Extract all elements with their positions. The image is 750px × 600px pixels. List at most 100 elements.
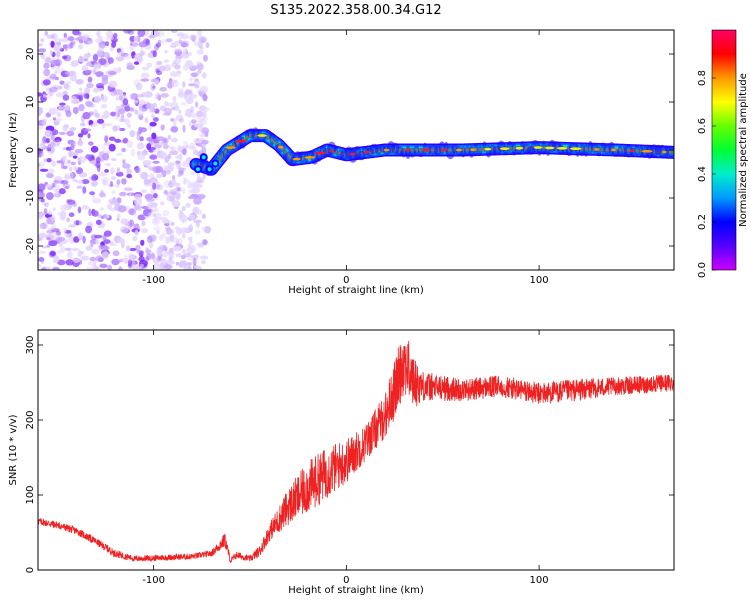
noise-blob bbox=[138, 103, 143, 111]
noise-blob bbox=[196, 70, 202, 74]
noise-blob bbox=[142, 208, 152, 217]
noise-blob bbox=[89, 191, 95, 196]
noise-blob bbox=[62, 155, 67, 162]
noise-blob bbox=[134, 61, 139, 65]
noise-blob bbox=[95, 255, 103, 262]
noise-blob bbox=[110, 111, 117, 117]
noise-blob bbox=[150, 252, 156, 260]
noise-blob bbox=[133, 223, 140, 229]
noise-blob bbox=[171, 179, 176, 185]
track-fringe bbox=[327, 141, 337, 156]
noise-blob bbox=[126, 112, 132, 118]
noise-blob bbox=[189, 77, 193, 82]
noise-blob bbox=[188, 236, 193, 241]
noise-blob bbox=[54, 69, 58, 75]
noise-blob bbox=[152, 166, 161, 174]
signal-blob-core bbox=[195, 167, 200, 172]
noise-blob bbox=[43, 68, 51, 77]
noise-blob bbox=[78, 103, 85, 112]
noise-blob bbox=[43, 202, 49, 208]
noise-blob bbox=[188, 224, 194, 233]
noise-blob bbox=[38, 213, 42, 218]
noise-blob bbox=[171, 30, 178, 34]
noise-blob bbox=[134, 167, 142, 173]
noise-blob bbox=[78, 171, 88, 178]
noise-blob bbox=[132, 235, 138, 242]
noise-blob bbox=[85, 62, 92, 67]
noise-blob bbox=[188, 214, 196, 221]
noise-blob bbox=[163, 189, 168, 195]
noise-blob bbox=[114, 138, 122, 143]
noise-blob bbox=[164, 49, 168, 54]
noise-blob bbox=[59, 102, 66, 106]
noise-blob bbox=[52, 117, 57, 121]
x-tick-label: -100 bbox=[142, 275, 165, 286]
noise-blob bbox=[78, 55, 84, 63]
noise-blob bbox=[156, 136, 165, 142]
noise-blob bbox=[133, 212, 137, 217]
noise-blob bbox=[116, 179, 121, 185]
noise-blob bbox=[113, 33, 118, 38]
noise-blob bbox=[44, 57, 52, 64]
noise-blob bbox=[39, 161, 46, 166]
noise-blob bbox=[193, 39, 199, 47]
noise-blob bbox=[58, 105, 62, 110]
noise-blob bbox=[156, 248, 163, 256]
noise-blob bbox=[46, 236, 51, 241]
signal-hotspot bbox=[570, 147, 582, 150]
noise-blob bbox=[50, 228, 60, 233]
noise-blob bbox=[157, 94, 162, 101]
noise-blob bbox=[49, 73, 57, 80]
noise-blob bbox=[46, 34, 55, 39]
noise-blob bbox=[105, 35, 115, 41]
noise-blob bbox=[63, 83, 69, 89]
noise-blob bbox=[96, 31, 101, 37]
noise-blob bbox=[102, 51, 110, 58]
noise-blob bbox=[87, 133, 91, 139]
noise-blob bbox=[56, 160, 63, 164]
noise-blob bbox=[67, 251, 73, 259]
noise-blob bbox=[145, 103, 155, 110]
noise-blob bbox=[43, 208, 48, 216]
noise-blob bbox=[114, 113, 119, 121]
noise-blob bbox=[142, 160, 152, 166]
noise-blob bbox=[128, 191, 132, 196]
noise-blob bbox=[60, 211, 67, 217]
noise-blob bbox=[197, 30, 203, 38]
noise-blob bbox=[83, 93, 90, 99]
noise-blob bbox=[108, 80, 118, 88]
noise-blob bbox=[104, 135, 109, 143]
signal-hotspot bbox=[544, 146, 555, 150]
noise-blob bbox=[126, 140, 134, 149]
noise-blob bbox=[144, 117, 149, 124]
noise-blob bbox=[124, 118, 130, 126]
noise-blob bbox=[70, 151, 74, 156]
noise-blob bbox=[158, 65, 167, 72]
noise-blob bbox=[97, 214, 103, 218]
spectrogram-marks bbox=[38, 30, 674, 270]
noise-blob bbox=[201, 146, 207, 155]
noise-blob bbox=[137, 109, 144, 117]
noise-blob bbox=[161, 39, 167, 44]
noise-blob bbox=[69, 166, 73, 172]
noise-blob bbox=[137, 214, 146, 221]
noise-blob bbox=[202, 94, 208, 102]
track-fringe bbox=[511, 143, 517, 156]
noise-blob bbox=[87, 221, 93, 226]
noise-blob bbox=[44, 115, 48, 123]
noise-blob bbox=[178, 109, 182, 115]
noise-blob bbox=[98, 171, 108, 177]
noise-blob bbox=[53, 255, 60, 263]
noise-blob bbox=[159, 86, 167, 92]
noise-blob bbox=[201, 139, 209, 145]
noise-blob bbox=[148, 201, 153, 206]
noise-blob bbox=[161, 232, 167, 239]
noise-blob bbox=[154, 212, 162, 219]
signal-hotspot bbox=[292, 157, 301, 161]
noise-blob bbox=[69, 73, 77, 82]
signal-hotspot bbox=[557, 147, 568, 150]
noise-blob bbox=[176, 32, 185, 37]
noise-blob bbox=[60, 180, 69, 185]
snr-xlabel: Height of straight line (km) bbox=[288, 585, 424, 596]
